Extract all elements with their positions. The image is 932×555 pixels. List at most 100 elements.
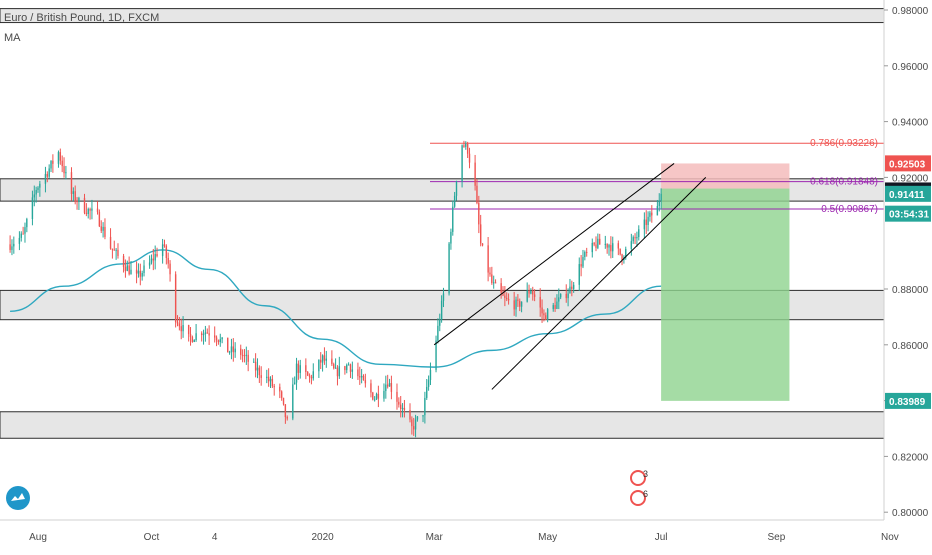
candle-body xyxy=(474,162,476,186)
candle-body xyxy=(595,244,597,248)
candle-body xyxy=(533,294,536,297)
candle-body xyxy=(351,369,354,372)
candle-body xyxy=(584,251,586,257)
y-tick-label: 0.86000 xyxy=(892,341,929,352)
event-badge-icon xyxy=(630,490,646,506)
candle-body xyxy=(191,336,194,342)
tradingview-logo-icon[interactable] xyxy=(6,486,30,510)
candle-body xyxy=(401,407,404,409)
candle-body xyxy=(403,407,406,411)
candle-body xyxy=(541,307,543,314)
x-tick-label: 4 xyxy=(212,532,218,543)
candle-body xyxy=(178,323,181,327)
candle-body xyxy=(83,197,86,213)
candle-body xyxy=(280,391,283,398)
candle-body xyxy=(208,333,210,336)
candle-body xyxy=(359,376,361,378)
candle-body xyxy=(305,365,307,372)
candle-body xyxy=(234,348,236,353)
candle-body xyxy=(200,333,203,335)
candle-body xyxy=(543,313,545,316)
candle-body xyxy=(232,346,234,353)
candle-body xyxy=(610,245,612,252)
candle-body xyxy=(604,243,606,245)
candle-body xyxy=(331,358,333,365)
candle-body xyxy=(13,243,15,247)
candle-body xyxy=(388,383,391,387)
candlesticks xyxy=(9,140,662,438)
y-tick-label: 0.88000 xyxy=(892,285,929,296)
candle-body xyxy=(89,209,91,211)
take-profit-area xyxy=(661,188,790,401)
candle-body xyxy=(552,305,554,310)
candle-body xyxy=(334,367,337,369)
candle-body xyxy=(372,392,374,400)
price-tag-label: 0.91411 xyxy=(889,190,925,201)
candle-body xyxy=(612,243,614,252)
symbol-title[interactable]: Euro / British Pound, 1D, FXCM xyxy=(4,12,160,24)
candle-body xyxy=(321,355,324,363)
candle-body xyxy=(174,274,177,323)
candle-body xyxy=(143,265,145,273)
candle-body xyxy=(271,378,274,387)
candle-body xyxy=(519,300,521,307)
x-tick-label: Mar xyxy=(426,532,444,543)
candle-body xyxy=(74,191,76,201)
candle-body xyxy=(442,293,445,301)
sr-zone xyxy=(0,411,885,439)
candle-body xyxy=(189,334,192,337)
candle-body xyxy=(165,245,168,258)
candle-body xyxy=(293,382,296,385)
candle-body xyxy=(481,243,484,246)
candle-body xyxy=(215,337,218,341)
candle-body xyxy=(22,233,24,235)
candle-body xyxy=(416,416,419,420)
candle-body xyxy=(156,254,158,257)
candle-body xyxy=(634,237,636,239)
candle-body xyxy=(325,358,327,361)
fib-label: 0.5(0.90867) xyxy=(821,204,878,215)
candle-body xyxy=(580,264,582,267)
candle-body xyxy=(37,187,39,190)
candle-body xyxy=(517,299,519,301)
event-badges[interactable]: 36 xyxy=(630,469,648,506)
candle-body xyxy=(385,384,387,391)
candle-body xyxy=(625,249,627,258)
candle-body xyxy=(515,299,517,310)
candle-body xyxy=(148,262,151,266)
short-position-tool[interactable] xyxy=(661,163,790,401)
candle-body xyxy=(377,393,380,399)
candle-body xyxy=(63,166,65,174)
candle-body xyxy=(390,383,393,392)
candle-body xyxy=(104,226,106,237)
candle-body xyxy=(182,325,184,332)
candle-body xyxy=(126,265,128,271)
candle-body xyxy=(599,238,601,245)
candle-body xyxy=(494,282,497,284)
candle-body xyxy=(87,209,89,214)
candle-body xyxy=(532,291,534,295)
price-tag-label: 0.83989 xyxy=(889,397,926,408)
candle-body xyxy=(632,237,634,242)
fib-label: 0.618(0.91848) xyxy=(810,177,878,188)
candle-body xyxy=(606,243,608,248)
trend-channel[interactable] xyxy=(433,163,707,390)
candle-body xyxy=(312,371,314,379)
price-tag-label: 03:54:31 xyxy=(889,210,929,221)
candle-body xyxy=(364,380,367,384)
candle-body xyxy=(479,224,482,244)
candle-body xyxy=(253,361,255,363)
y-tick-label: 0.94000 xyxy=(892,118,929,129)
candle-body xyxy=(336,367,339,377)
indicator-label[interactable]: MA xyxy=(4,32,21,44)
candle-body xyxy=(578,264,580,285)
candle-body xyxy=(513,300,515,310)
candle-body xyxy=(346,364,348,371)
candle-body xyxy=(299,365,301,373)
candle-body xyxy=(109,236,112,249)
candle-body xyxy=(463,145,465,147)
candle-body xyxy=(297,363,300,373)
candle-body xyxy=(195,333,197,341)
